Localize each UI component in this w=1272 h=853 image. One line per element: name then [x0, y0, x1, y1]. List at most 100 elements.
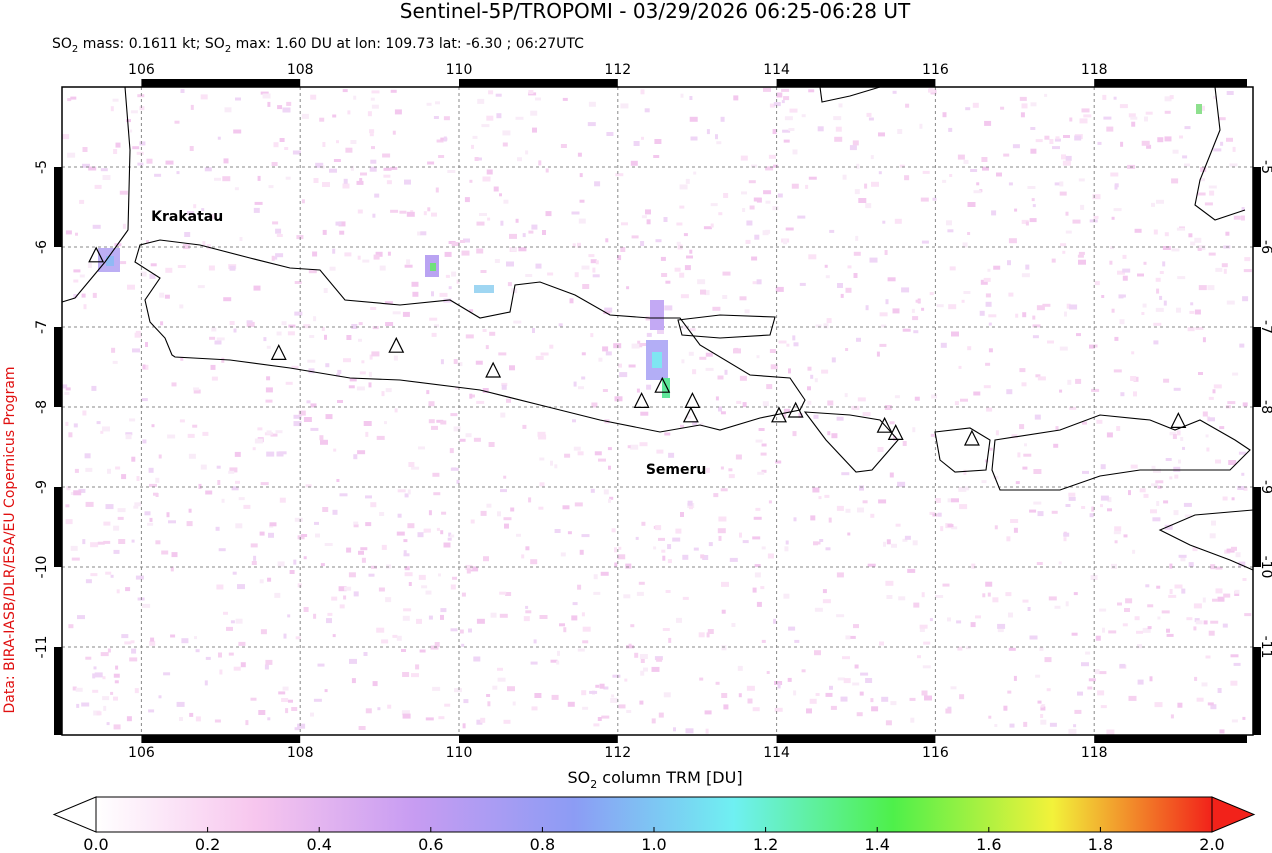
speckle	[1169, 563, 1173, 569]
speckle	[662, 555, 666, 561]
speckle	[443, 116, 450, 121]
speckle	[605, 351, 612, 356]
speckle	[1074, 709, 1082, 714]
speckle	[113, 696, 118, 701]
speckle	[675, 528, 682, 534]
speckle	[159, 292, 165, 298]
speckle	[902, 538, 908, 542]
speckle	[229, 467, 238, 473]
speckle	[547, 272, 554, 276]
speckle	[1205, 434, 1209, 438]
speckle	[827, 431, 831, 436]
speckle	[480, 510, 487, 516]
named-volcano-marker	[88, 246, 105, 263]
speckle	[411, 466, 420, 470]
speckle	[1130, 464, 1138, 469]
speckle	[1014, 208, 1018, 212]
speckle	[1036, 305, 1045, 311]
speckle	[310, 712, 314, 717]
speckle	[624, 678, 628, 682]
speckle	[453, 359, 458, 364]
frame-segment	[1094, 735, 1247, 743]
speckle	[136, 151, 144, 155]
speckle	[724, 369, 728, 375]
speckle	[1091, 506, 1095, 512]
speckle	[323, 288, 328, 293]
coast-bali	[803, 411, 899, 473]
colorbar-tick-label: 1.4	[864, 835, 889, 853]
speckle	[747, 698, 753, 704]
speckle	[506, 261, 514, 267]
speckle	[279, 497, 286, 503]
frame-segment	[141, 735, 301, 743]
speckle	[1162, 246, 1171, 250]
speckle	[116, 589, 120, 594]
speckle	[1019, 424, 1025, 430]
speckle	[889, 472, 894, 478]
speckle	[76, 703, 80, 708]
speckle	[303, 324, 311, 329]
speckle	[402, 311, 410, 317]
speckle	[617, 255, 622, 261]
speckle	[752, 536, 761, 540]
speckle	[139, 141, 146, 146]
speckle	[1156, 585, 1161, 589]
speckle	[444, 251, 452, 257]
so2-plumes	[98, 104, 1202, 398]
speckle	[432, 472, 440, 477]
speckle	[1021, 273, 1030, 278]
speckle	[915, 299, 921, 303]
speckle	[934, 498, 941, 503]
speckle	[476, 618, 485, 624]
speckle	[66, 486, 71, 491]
speckle	[721, 609, 726, 614]
speckle	[721, 581, 729, 587]
speckle	[621, 222, 628, 226]
speckle	[357, 450, 366, 455]
speckle	[1130, 376, 1137, 381]
speckle	[1059, 346, 1068, 351]
speckle	[134, 688, 139, 694]
speckle	[988, 322, 992, 326]
speckle	[986, 407, 993, 412]
speckle	[854, 664, 859, 669]
speckle	[656, 657, 663, 662]
speckle	[1020, 112, 1025, 118]
speckle	[204, 680, 208, 686]
speckle	[350, 165, 354, 171]
speckle	[643, 667, 648, 672]
speckle	[503, 719, 511, 724]
speckle	[451, 242, 460, 246]
speckle	[525, 610, 532, 614]
speckle	[857, 397, 866, 402]
speckle	[758, 428, 765, 431]
speckle	[110, 574, 114, 578]
speckle	[440, 614, 444, 620]
speckle	[470, 519, 475, 524]
speckle	[282, 107, 291, 113]
speckle	[349, 378, 357, 382]
speckle	[110, 691, 114, 695]
speckle	[1173, 510, 1179, 516]
speckle	[387, 251, 391, 256]
speckle	[970, 622, 976, 628]
speckle	[752, 281, 757, 285]
speckle	[592, 274, 600, 278]
speckle	[503, 475, 507, 479]
speckle	[226, 626, 233, 631]
speckle	[661, 273, 668, 277]
x-tick-label-top: 118	[1081, 62, 1108, 78]
speckle	[155, 540, 161, 545]
speckle	[416, 618, 422, 624]
speckle	[1210, 620, 1219, 624]
speckle	[1198, 285, 1207, 291]
speckle	[65, 504, 70, 508]
speckle	[1194, 309, 1201, 315]
speckle	[579, 173, 583, 178]
speckle	[756, 279, 762, 285]
speckle	[1122, 275, 1128, 281]
speckle	[171, 552, 178, 558]
speckle	[453, 426, 461, 432]
speckle	[577, 451, 584, 456]
speckle	[287, 331, 295, 336]
